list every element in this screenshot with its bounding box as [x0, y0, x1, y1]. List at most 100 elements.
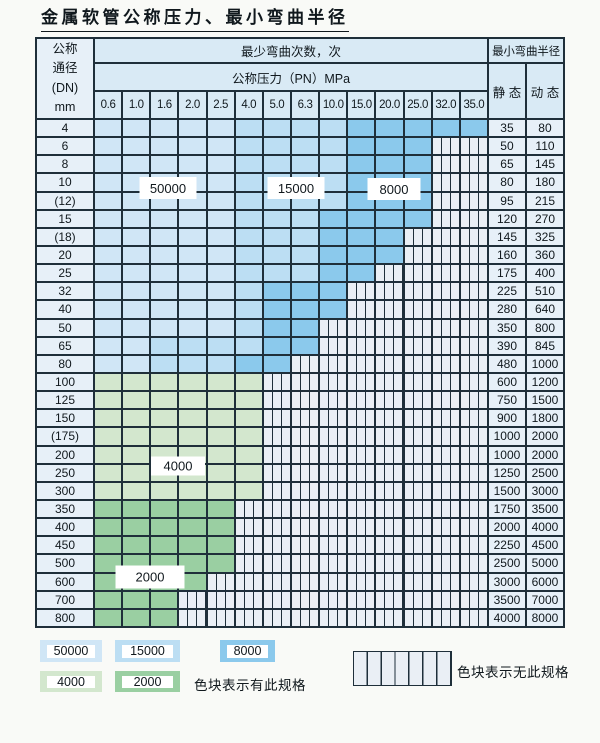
dynamic-radius-cell: 1000 — [526, 355, 563, 372]
no-spec-cell — [460, 355, 487, 372]
no-spec-cell — [460, 156, 487, 173]
spec-cell-2000 — [123, 591, 150, 608]
dynamic-radius-cell: 360 — [526, 246, 563, 264]
no-spec-cell — [432, 591, 459, 608]
no-spec-cell — [235, 609, 262, 626]
pressure-column-15.0: 15.0 — [348, 92, 375, 118]
spec-cell-50000 — [95, 192, 122, 209]
spec-cell-4000 — [207, 482, 234, 499]
dn-cell: 150 — [37, 410, 93, 427]
spec-cell-50000 — [179, 156, 206, 173]
static-radius-cell: 3500 — [488, 591, 525, 608]
spec-cell-8000 — [404, 120, 431, 137]
no-spec-cell — [263, 609, 290, 626]
static-radius-cell: 145 — [488, 228, 525, 245]
dynamic-radius-cell: 3500 — [526, 500, 563, 518]
no-spec-cell — [432, 192, 459, 209]
spec-cell-50000 — [123, 319, 150, 336]
spec-cell-8000 — [348, 246, 375, 264]
dynamic-radius-cell: 800 — [526, 319, 563, 336]
no-spec-cell — [348, 355, 375, 372]
dynamic-radius-cell: 8000 — [526, 609, 563, 626]
no-spec-cell — [404, 228, 431, 245]
no-spec-cell — [207, 573, 234, 590]
spec-cell-50000 — [123, 301, 150, 318]
spec-cell-4000 — [207, 428, 234, 445]
legend-swatch-4000: 4000 — [40, 671, 102, 692]
spec-cell-8000 — [320, 210, 347, 227]
static-radius-cell: 600 — [488, 373, 525, 391]
no-spec-cell — [460, 138, 487, 155]
spec-cell-8000 — [376, 156, 403, 173]
pressure-column-10.0: 10.0 — [320, 92, 347, 118]
no-spec-cell — [376, 410, 403, 427]
no-spec-cell — [432, 138, 459, 155]
no-spec-cell — [432, 319, 459, 336]
corner-header-line: 公称 — [52, 41, 78, 56]
no-spec-cell — [432, 337, 459, 354]
no-spec-cell — [432, 519, 459, 536]
no-spec-cell — [207, 609, 234, 626]
no-spec-cell — [460, 591, 487, 608]
static-radius-cell: 390 — [488, 337, 525, 354]
spec-cell-2000 — [151, 591, 178, 608]
no-spec-cell — [460, 373, 487, 391]
pressure-column-1.6: 1.6 — [151, 92, 178, 118]
spec-cell-50000 — [123, 210, 150, 227]
no-spec-cell — [348, 301, 375, 318]
no-spec-cell — [263, 573, 290, 590]
spec-cell-50000 — [123, 246, 150, 264]
spec-cell-50000 — [123, 355, 150, 372]
dn-cell: 800 — [37, 609, 93, 626]
spec-cell-50000 — [95, 337, 122, 354]
no-spec-cell — [460, 337, 487, 354]
dynamic-radius-cell: 845 — [526, 337, 563, 354]
legend-swatch-50000: 50000 — [40, 640, 102, 662]
no-spec-cell — [320, 555, 347, 572]
static-radius-cell: 1000 — [488, 428, 525, 445]
spec-cell-8000 — [376, 138, 403, 155]
spec-cell-50000 — [207, 265, 234, 282]
spec-cell-8000 — [376, 120, 403, 137]
no-spec-cell — [404, 246, 431, 264]
no-spec-cell — [460, 174, 487, 191]
no-spec-cell — [320, 500, 347, 518]
no-spec-cell — [348, 392, 375, 409]
spec-cell-15000 — [320, 120, 347, 137]
corner-header-dn: 公称 通径 (DN) mm — [37, 39, 93, 118]
static-radius-cell: 120 — [488, 210, 525, 227]
spec-cell-50000 — [179, 301, 206, 318]
legend-swatch-label: 8000 — [227, 644, 268, 658]
spec-cell-50000 — [123, 228, 150, 245]
legend-no-spec-text: 色块表示无此规格 — [457, 665, 569, 680]
spec-cell-4000 — [123, 373, 150, 391]
spec-cell-15000 — [291, 120, 319, 137]
spec-cell-50000 — [207, 138, 234, 155]
no-spec-cell — [348, 573, 375, 590]
spec-cell-15000 — [263, 246, 290, 264]
spec-cell-8000 — [376, 210, 403, 227]
spec-cell-15000 — [207, 337, 234, 354]
spec-cell-4000 — [151, 482, 178, 499]
no-spec-cell — [376, 265, 403, 282]
dynamic-radius-cell: 3000 — [526, 482, 563, 499]
no-spec-cell — [320, 319, 347, 336]
no-spec-cell — [235, 573, 262, 590]
static-radius-cell: 175 — [488, 265, 525, 282]
no-spec-cell — [291, 464, 319, 481]
no-spec-cell — [348, 337, 375, 354]
spec-cell-8000 — [348, 228, 375, 245]
spec-cell-8000 — [291, 319, 319, 336]
dynamic-radius-cell: 7000 — [526, 591, 563, 608]
spec-cell-15000 — [207, 355, 234, 372]
no-spec-cell — [432, 609, 459, 626]
no-spec-cell — [460, 464, 487, 481]
no-spec-cell — [404, 355, 431, 372]
spec-cell-4000 — [179, 392, 206, 409]
spec-cell-2000 — [95, 537, 122, 554]
static-radius-cell: 1250 — [488, 464, 525, 481]
no-spec-cell — [460, 500, 487, 518]
spec-cell-4000 — [235, 373, 262, 391]
spec-cell-50000 — [179, 246, 206, 264]
no-spec-cell — [460, 410, 487, 427]
